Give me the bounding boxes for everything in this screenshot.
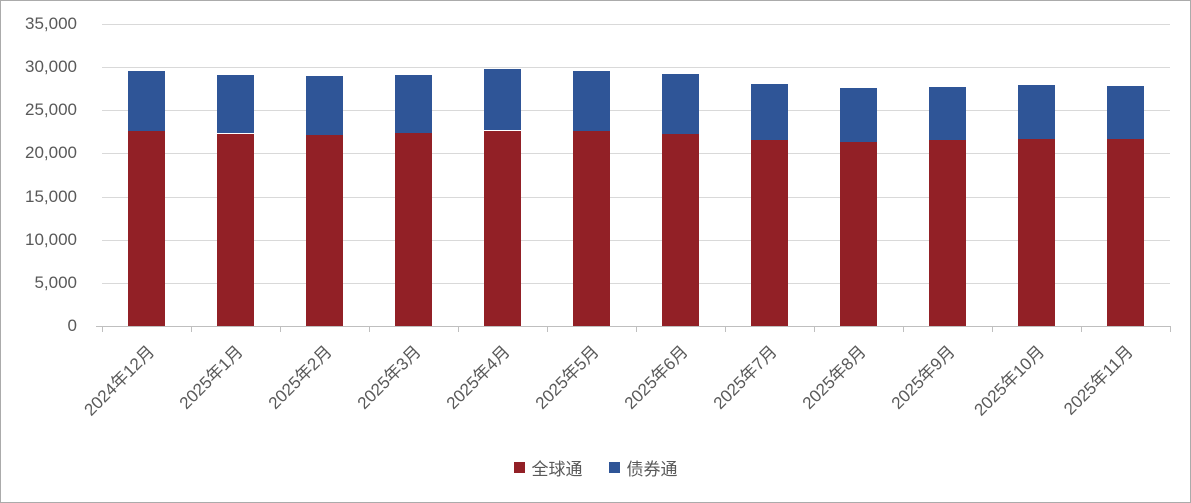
x-axis-label: 2025年7月: [710, 342, 781, 413]
x-axis-label: 2025年6月: [621, 342, 692, 413]
y-axis-label: 15,000: [25, 186, 77, 206]
x-axis-label: 2024年12月: [80, 342, 158, 420]
bar-segment-zhaiquantong: [751, 84, 788, 140]
x-axis-tick: [458, 326, 459, 332]
y-axis-label: 35,000: [25, 14, 77, 33]
bar-segment-quanqiutong: [929, 140, 966, 326]
bar-segment-quanqiutong: [1107, 139, 1144, 326]
y-axis-label: 10,000: [25, 229, 77, 249]
y-gridline: [102, 153, 1170, 154]
x-axis-tick: [903, 326, 904, 332]
legend: 全球通 债券通: [1, 455, 1190, 480]
bar-segment-zhaiquantong: [306, 76, 343, 135]
bar-segment-zhaiquantong: [217, 75, 254, 133]
bar-segment-quanqiutong: [840, 142, 877, 326]
bar-segment-quanqiutong: [751, 140, 788, 326]
x-axis-label: 2025年2月: [265, 342, 336, 413]
bar-segment-zhaiquantong: [573, 71, 610, 131]
bar-segment-quanqiutong: [128, 131, 165, 326]
bar-segment-zhaiquantong: [1107, 86, 1144, 139]
legend-item-zhaiquantong: 债券通: [608, 455, 678, 480]
x-axis-tick: [1170, 326, 1171, 332]
bar-segment-quanqiutong: [1018, 139, 1055, 326]
bar-segment-zhaiquantong: [128, 71, 165, 131]
x-axis-tick: [725, 326, 726, 332]
x-axis-label: 2025年9月: [888, 342, 959, 413]
bar-segment-quanqiutong: [573, 130, 610, 326]
bar-segment-quanqiutong: [306, 135, 343, 326]
x-axis-tick: [102, 326, 103, 332]
bar-segment-quanqiutong: [395, 133, 432, 326]
y-gridline: [102, 67, 1170, 68]
x-axis-tick: [1081, 326, 1082, 332]
x-axis-label: 2025年5月: [532, 342, 603, 413]
bar-segment-quanqiutong: [662, 134, 699, 326]
x-axis-line: [96, 326, 1170, 327]
x-axis-tick: [992, 326, 993, 332]
bar-segment-quanqiutong: [217, 134, 254, 326]
bar-segment-zhaiquantong: [395, 75, 432, 133]
y-gridline: [102, 197, 1170, 198]
legend-label: 全球通: [531, 460, 583, 479]
bar-segment-zhaiquantong: [929, 87, 966, 140]
x-axis-tick: [547, 326, 548, 332]
bar-segment-quanqiutong: [484, 131, 521, 326]
x-axis-label: 2025年4月: [443, 342, 514, 413]
x-axis-tick: [191, 326, 192, 332]
legend-swatch-icon: [513, 462, 525, 473]
bar-segment-zhaiquantong: [484, 69, 521, 130]
y-axis-label: 0: [67, 316, 77, 335]
bar-segment-zhaiquantong: [840, 88, 877, 142]
bar-segment-zhaiquantong: [1018, 85, 1055, 139]
x-axis-label: 2025年11月: [1060, 342, 1137, 419]
y-gridline: [102, 110, 1170, 111]
x-axis-label: 2025年3月: [354, 342, 425, 413]
x-axis-tick: [636, 326, 637, 332]
legend-label: 债券通: [626, 460, 678, 479]
y-gridline: [102, 24, 1170, 25]
y-axis-label: 30,000: [25, 57, 77, 77]
y-gridline: [102, 283, 1170, 284]
bar-segment-zhaiquantong: [662, 74, 699, 134]
x-axis-tick: [369, 326, 370, 332]
x-axis-tick: [814, 326, 815, 332]
y-gridline: [102, 240, 1170, 241]
legend-item-quanqiutong: 全球通: [513, 455, 583, 480]
legend-swatch-icon: [608, 462, 620, 473]
x-axis-label: 2025年8月: [799, 342, 870, 413]
y-axis-label: 25,000: [25, 100, 77, 120]
x-axis-label: 2025年10月: [970, 342, 1048, 420]
x-axis-tick: [280, 326, 281, 332]
y-axis-label: 20,000: [25, 143, 77, 163]
y-axis-label: 5,000: [34, 272, 77, 292]
x-axis-label: 2025年1月: [176, 342, 247, 413]
